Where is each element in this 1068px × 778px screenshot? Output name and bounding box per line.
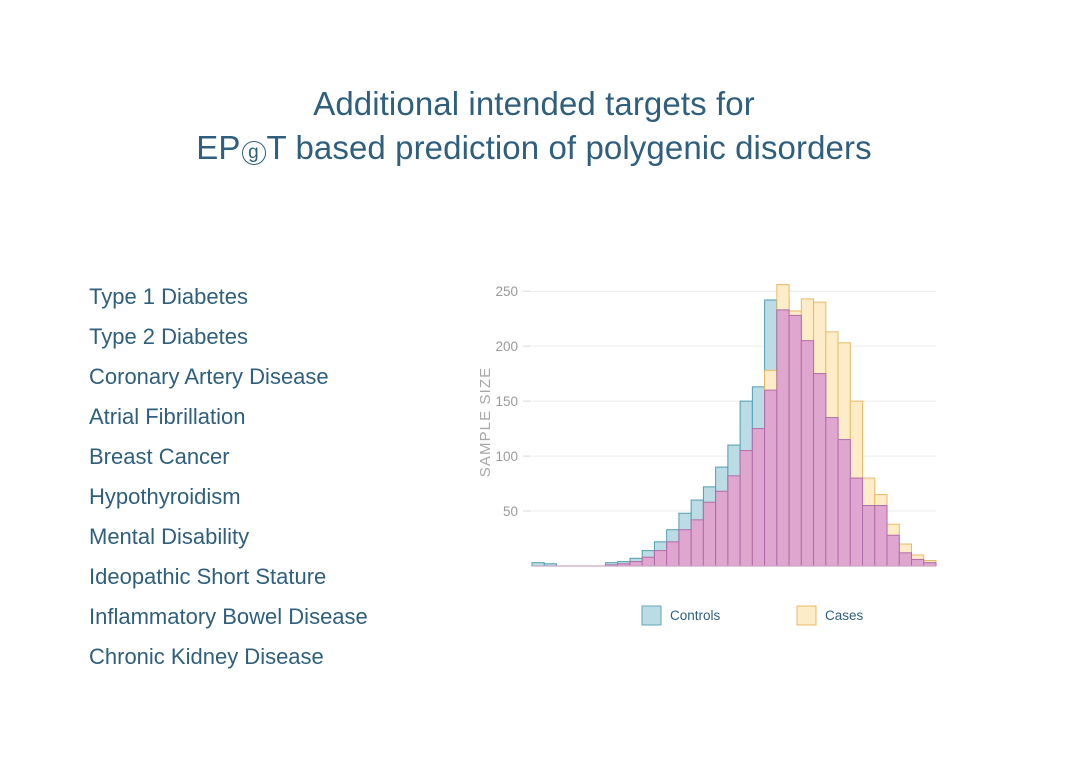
disorder-list: Type 1 Diabetes Type 2 Diabetes Coronary… — [89, 277, 489, 677]
list-item: Hypothyroidism — [89, 484, 241, 509]
bar-overlap — [776, 309, 790, 567]
chart-svg: 50 100 150 200 250 SAMPLE SIZE Controls Cases — [477, 284, 937, 626]
bar-overlap — [849, 477, 864, 567]
bar-overlap — [764, 389, 778, 567]
bar-overlap — [886, 534, 900, 567]
bar-overlap — [690, 519, 704, 567]
list-item: Type 1 Diabetes — [89, 284, 248, 309]
y-tick-label: 200 — [495, 339, 518, 354]
list-item: Chronic Kidney Disease — [89, 644, 324, 669]
list-item: Coronary Artery Disease — [89, 364, 329, 389]
y-axis-label: SAMPLE SIZE — [477, 367, 494, 477]
list-item: Type 2 Diabetes — [89, 324, 248, 349]
bar-overlap — [813, 373, 827, 567]
circled-g-icon: g — [241, 141, 266, 165]
list-item: Inflammatory Bowel Disease — [89, 604, 368, 629]
bar-overlap — [715, 490, 729, 567]
bar-overlap — [862, 505, 876, 567]
legend-label: Controls — [670, 608, 721, 623]
legend-label: Cases — [825, 608, 864, 623]
bar-overlap — [788, 314, 802, 567]
bar-overlap — [666, 541, 680, 567]
chart-legend: Controls Cases — [641, 605, 864, 626]
bar-overlap — [837, 439, 851, 567]
list-item: Breast Cancer — [89, 444, 230, 469]
bar-overlap — [825, 417, 839, 567]
bar-overlap — [911, 558, 925, 567]
page-title: Additional intended targets for EP g T bas… — [0, 82, 1068, 170]
y-tick-label: 150 — [495, 394, 518, 409]
title-suffix: T based prediction of polygenic disorder… — [266, 129, 872, 166]
title-prefix: EP — [196, 129, 241, 166]
bar-overlap — [898, 552, 913, 567]
histogram-chart: 50 100 150 200 250 SAMPLE SIZE Controls Cases — [470, 262, 970, 642]
list-item: Atrial Fibrillation — [89, 404, 246, 429]
title-line-2: EP g T based prediction of polygenic disor… — [0, 126, 1068, 170]
bar-overlap — [629, 561, 643, 567]
bar-overlap — [641, 556, 655, 567]
bar-overlap — [739, 450, 753, 567]
bar-overlap — [678, 529, 692, 567]
y-tick-label: 100 — [495, 449, 518, 464]
legend-swatch — [796, 605, 817, 626]
bar-overlap — [751, 428, 766, 567]
list-item: Mental Disability — [89, 524, 250, 549]
bar-overlap — [727, 475, 741, 567]
title-line-1: Additional intended targets for — [313, 85, 755, 122]
chart-bars — [531, 284, 937, 567]
bar-overlap — [653, 550, 668, 567]
list-item: Ideopathic Short Stature — [89, 564, 327, 589]
chart-y-ticks: 50 100 150 200 250 — [495, 284, 531, 519]
y-tick-label: 50 — [503, 504, 518, 519]
legend-swatch — [641, 605, 662, 626]
bar-overlap — [702, 501, 717, 567]
bar-overlap — [874, 505, 888, 567]
y-tick-label: 250 — [495, 284, 518, 299]
bar-overlap — [800, 340, 815, 567]
